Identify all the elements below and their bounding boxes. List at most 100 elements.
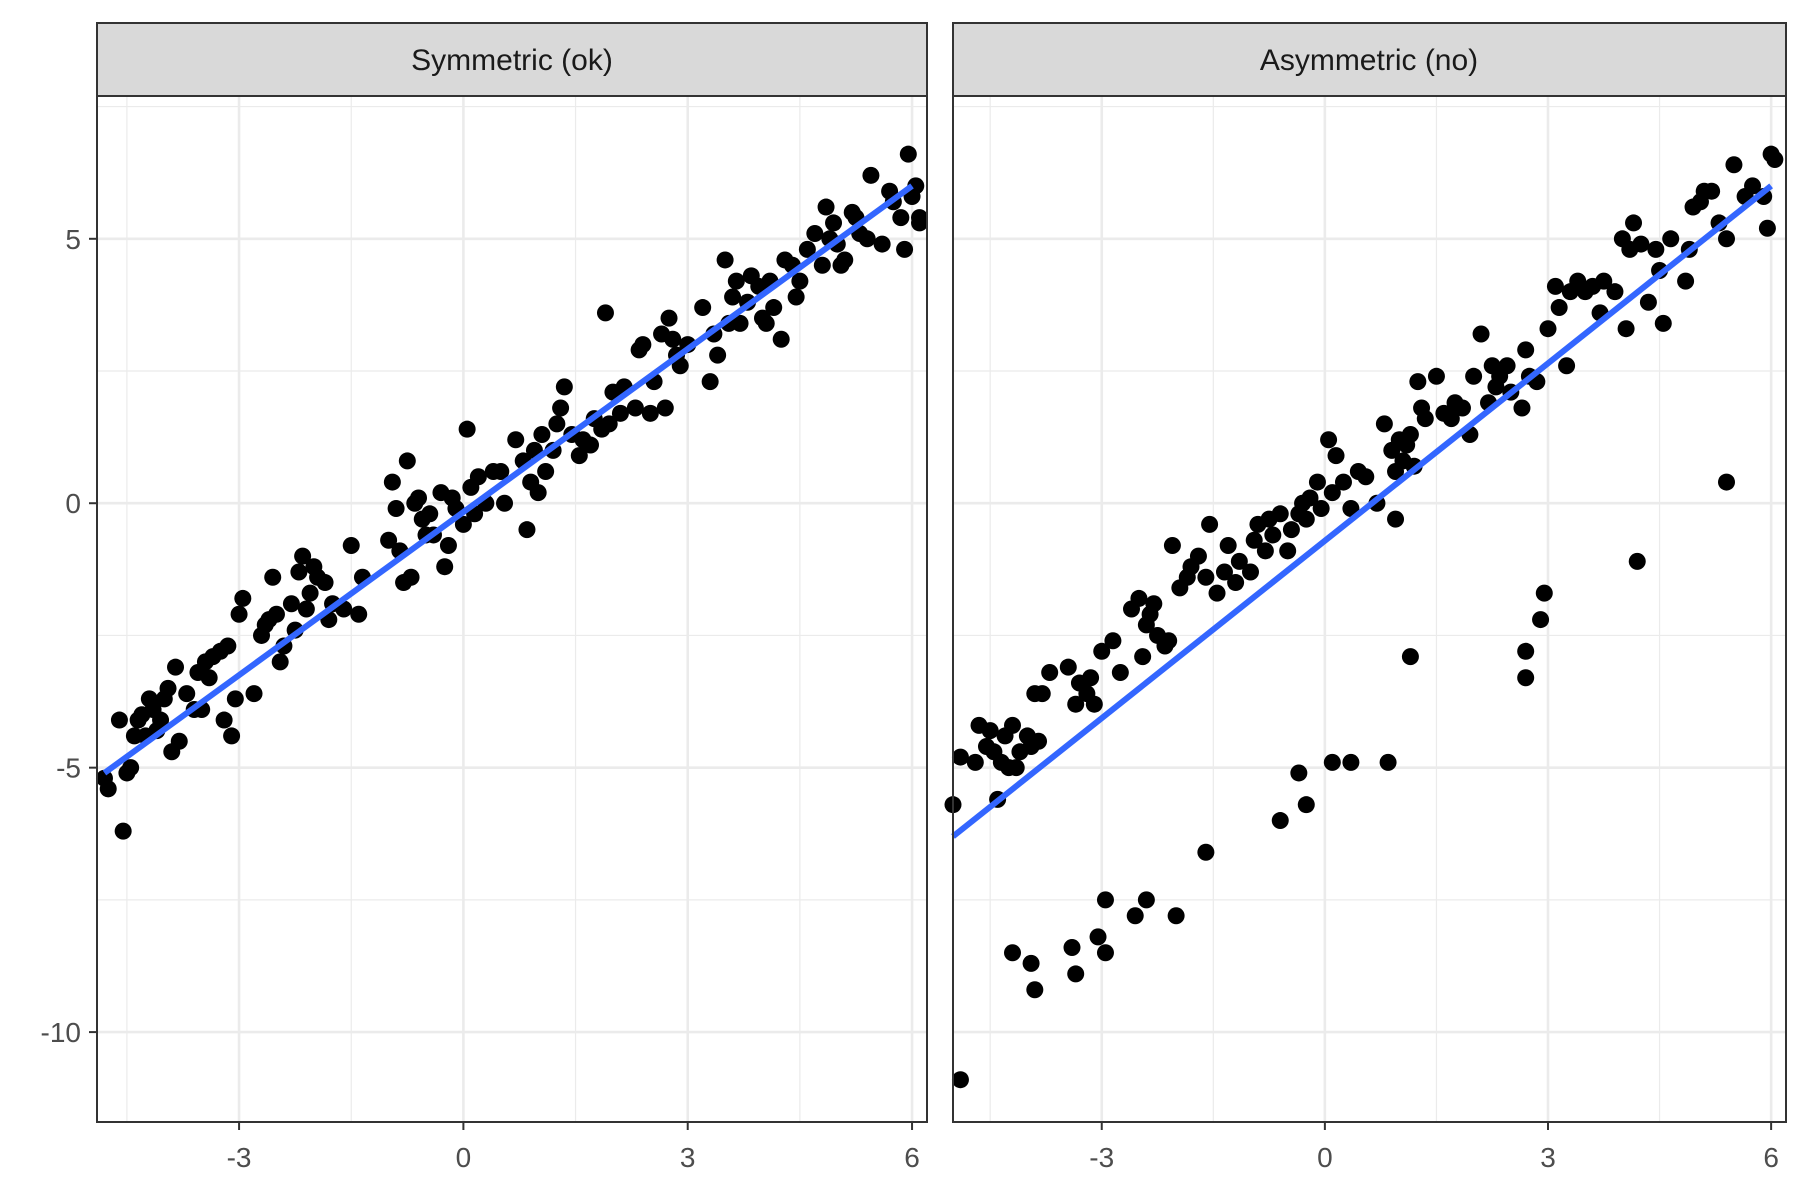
data-point [1327, 447, 1345, 465]
data-point [1264, 526, 1282, 544]
data-point [215, 711, 233, 729]
data-point [1201, 515, 1219, 533]
panel-symmetric-fit-line [102, 183, 914, 776]
data-point [1022, 954, 1040, 972]
y-tick-label: -10 [41, 1017, 81, 1048]
data-point [724, 288, 742, 306]
data-point [1595, 272, 1613, 290]
data-point [899, 145, 917, 163]
data-point [1067, 695, 1085, 713]
data-point [966, 753, 984, 771]
data-point [1550, 299, 1568, 317]
data-point [671, 357, 689, 375]
data-point [170, 732, 188, 750]
data-point [772, 330, 790, 348]
data-point [1030, 732, 1048, 750]
data-point [892, 209, 910, 227]
data-point [402, 568, 420, 586]
data-point [951, 1071, 969, 1089]
data-point [1558, 357, 1576, 375]
data-point [1323, 484, 1341, 502]
data-point [1387, 510, 1405, 528]
x-tick-label: 6 [1763, 1142, 1779, 1173]
data-point [1082, 669, 1100, 687]
data-point [469, 468, 487, 486]
data-point [1617, 320, 1635, 338]
data-point [731, 314, 749, 332]
data-point [873, 235, 891, 253]
data-point [1134, 648, 1152, 666]
data-point [282, 595, 300, 613]
data-point [1160, 632, 1178, 650]
data-point [1517, 669, 1535, 687]
data-point [1409, 373, 1427, 391]
data-point [1725, 156, 1743, 174]
data-point [1442, 410, 1460, 428]
data-point [1357, 468, 1375, 486]
data-point [727, 272, 745, 290]
data-point [858, 230, 876, 248]
data-point [1197, 568, 1215, 586]
data-point [1215, 563, 1233, 581]
data-point [264, 568, 282, 586]
data-point [1189, 547, 1207, 565]
data-point [552, 399, 570, 417]
data-point [1625, 214, 1643, 232]
data-point [507, 431, 525, 449]
data-point [1427, 367, 1445, 385]
data-point [1163, 537, 1181, 555]
data-point [798, 240, 816, 258]
data-point [1718, 473, 1735, 491]
data-point [380, 531, 398, 549]
data-point [907, 177, 925, 195]
panel-asymmetric-fit-line [951, 183, 1773, 839]
data-point [862, 166, 880, 184]
y-tick-label: -5 [56, 753, 81, 784]
data-point [1517, 341, 1535, 359]
panel-asymmetric: Asymmetric (no) -3 0 3 6 [944, 22, 1787, 1173]
data-point [791, 272, 809, 290]
data-point [1227, 574, 1245, 592]
panel-asymmetric-title: Asymmetric (no) [1260, 44, 1478, 77]
data-point [226, 690, 244, 708]
data-point [1301, 489, 1319, 507]
data-point [152, 711, 170, 729]
panel-symmetric-points [95, 145, 929, 840]
data-point [709, 346, 727, 364]
data-point [1111, 663, 1129, 681]
data-point [1067, 965, 1085, 983]
data-point [342, 537, 360, 555]
data-point [1297, 796, 1315, 814]
data-point [1320, 431, 1338, 449]
data-point [122, 759, 140, 777]
data-point [1219, 537, 1237, 555]
data-point [1033, 685, 1051, 703]
data-point [911, 209, 929, 227]
data-point [596, 304, 614, 322]
data-point [1256, 542, 1274, 560]
data-point [297, 600, 315, 618]
panel-asymmetric-points [944, 145, 1784, 1089]
data-point [1026, 981, 1044, 999]
data-point [1517, 642, 1535, 660]
data-point [582, 436, 600, 454]
data-point [110, 711, 128, 729]
panel-asymmetric-background [953, 96, 1786, 1122]
data-point [1323, 753, 1341, 771]
data-point [234, 589, 252, 607]
data-point [626, 399, 644, 417]
data-point [398, 452, 416, 470]
data-point [1208, 584, 1226, 602]
data-point [1654, 314, 1672, 332]
data-point [383, 473, 401, 491]
data-point [570, 447, 588, 465]
data-point [159, 679, 177, 697]
panel-symmetric-title: Symmetric (ok) [411, 44, 613, 77]
data-point [1662, 230, 1680, 248]
x-tick-label: 3 [680, 1142, 696, 1173]
data-point [533, 425, 551, 443]
data-point [1041, 663, 1059, 681]
data-point [387, 500, 405, 518]
data-point [1677, 272, 1695, 290]
data-point [410, 489, 428, 507]
